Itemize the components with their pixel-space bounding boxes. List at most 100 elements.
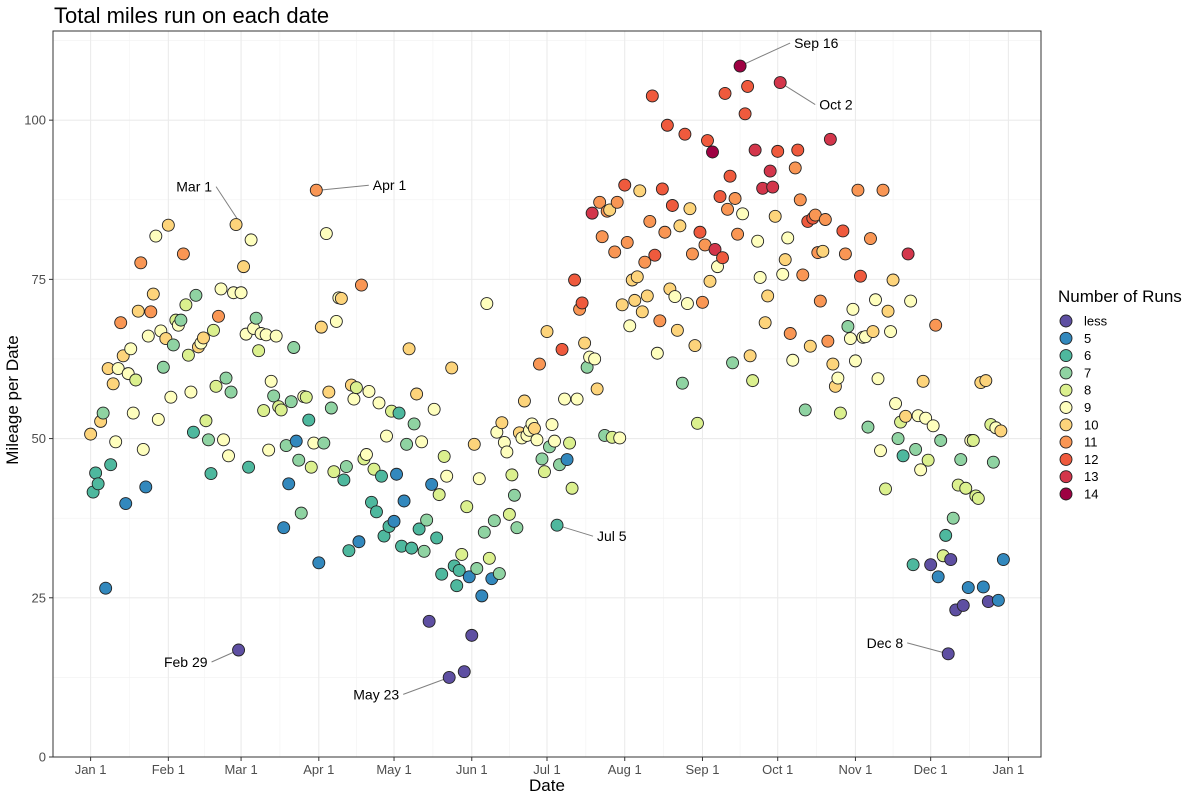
data-point [816,244,830,258]
data-point [658,225,672,239]
data-point [289,434,303,448]
data-point [848,354,862,368]
data-point [956,598,970,612]
data-point [460,500,474,514]
data-point [846,302,860,316]
data-point [650,346,664,360]
data-point [736,207,750,221]
data-point [217,433,230,447]
data-point [726,356,740,370]
legend-key [1059,366,1073,380]
data-point [768,209,782,223]
data-point [728,192,742,205]
data-point [482,551,496,565]
data-point [209,379,223,393]
legend-label: 12 [1084,452,1098,467]
data-point [99,581,113,595]
data-point [156,360,170,374]
data-point [833,406,847,420]
data-point [412,522,426,536]
data-point [370,505,383,519]
data-point [595,230,609,244]
data-point [773,76,787,90]
data-point [924,558,938,572]
annotation-leader-line [779,82,816,106]
annotation-label: Oct 2 [819,97,853,113]
data-point [528,421,541,435]
annotation-labels: Mar 1 Apr 1 Feb 29 May 23 Jul 5 Sep 16 Oct 2 De… [164,35,903,702]
data-point [655,182,669,196]
x-tick-label: Jan 1 [75,762,107,777]
data-point [199,414,213,428]
data-point [590,382,604,396]
data-point [748,143,762,157]
data-point [986,455,1000,469]
data-point [507,488,521,502]
data-point [548,434,561,448]
x-axis-title: Date [529,776,565,795]
data-point [495,416,509,430]
data-point [212,309,225,323]
data-point [904,294,918,308]
data-point [417,544,431,558]
data-point [971,491,985,505]
data-point [929,318,943,332]
data-point [831,371,845,385]
data-point [472,472,486,486]
data-point [287,341,301,354]
data-point [267,389,281,403]
data-point [257,404,271,418]
data-point [560,453,574,467]
data-point [976,580,990,594]
data-point [783,327,797,340]
data-point [618,178,632,192]
data-point [876,183,890,197]
y-tick-label: 50 [32,431,46,446]
data-point [302,413,316,427]
data-point [294,506,308,520]
data-point [921,453,935,467]
data-point [149,229,163,243]
data-point [274,403,288,417]
data-point [593,195,607,209]
data-point [445,361,459,375]
data-point [678,127,692,141]
data-point [174,313,188,327]
data-point [477,525,491,539]
data-point [252,344,266,358]
y-tick-label: 25 [32,590,46,605]
data-point [392,406,406,420]
data-point [575,296,589,310]
data-point [186,425,200,439]
data-point [161,218,175,232]
data-point [751,234,765,248]
annotation-label: Mar 1 [176,179,212,195]
data-point [189,288,203,302]
grid-lines [53,31,1041,758]
data-point [826,357,840,371]
data-point [899,409,913,423]
data-point [530,433,544,447]
legend-key [1059,435,1073,449]
data-point [222,449,235,463]
annotation-label: Apr 1 [373,177,407,193]
data-point [688,339,702,353]
data-point [84,427,98,441]
data-point [284,395,298,409]
x-tick-label: Oct 1 [762,762,793,777]
data-point [798,403,812,417]
data-point [380,429,393,443]
data-point [139,480,153,494]
data-point [131,304,145,318]
data-point [214,282,228,296]
data-point [803,339,817,353]
annotation-leader-line [907,642,949,655]
data-point [442,670,456,684]
data-point [141,329,155,343]
data-point [630,270,644,284]
data-point [334,292,348,305]
data-point [329,314,343,328]
data-point [660,118,674,132]
data-point [179,298,193,312]
data-point [836,224,850,238]
